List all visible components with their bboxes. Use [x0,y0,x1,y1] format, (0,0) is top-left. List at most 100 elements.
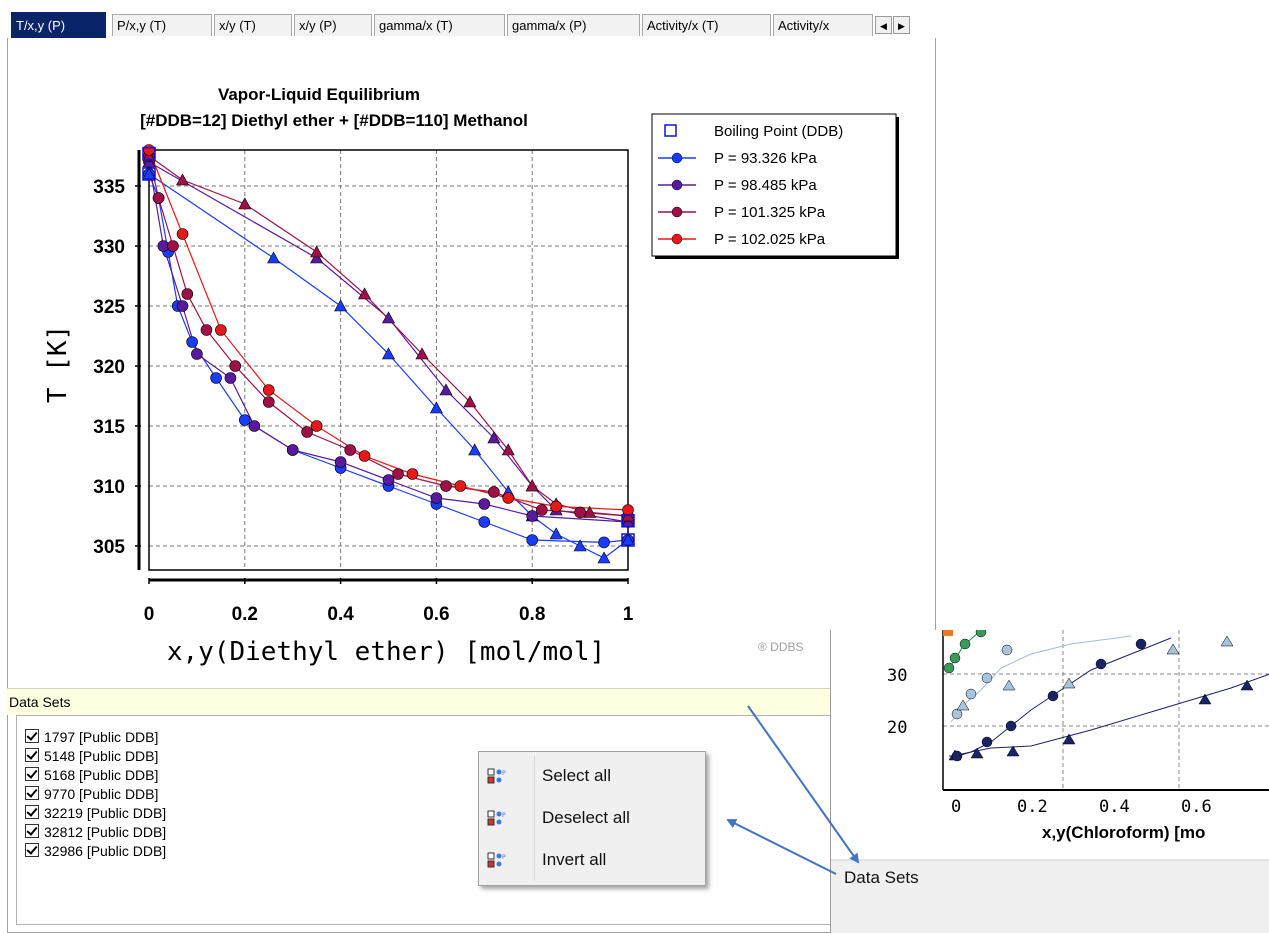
liquid-point [454,480,467,492]
tab-pxy-t[interactable]: P/x,y (T) [112,14,212,36]
dataset-item[interactable]: 32986 [Public DDB] [25,842,166,861]
svg-text:P: P [502,854,506,861]
menu-invert-all-label: Invert all [542,850,607,869]
inset-chart: 30 20 0 0.2 0.4 0.6 x,y(Chloroform) [mo [831,630,1269,861]
tab-gamma-p[interactable]: gamma/x (P) [507,14,640,36]
inset-zoom: 30 20 0 0.2 0.4 0.6 x,y(Chloroform) [mo [830,630,1269,933]
inset-xtick-label: 0.6 [1181,797,1212,817]
liquid-point [210,372,222,384]
liquid-point [191,348,203,360]
liquid-point [176,300,189,312]
dataset-checkbox[interactable] [25,805,39,819]
boiling-point-marker [621,533,635,547]
liquid-point [430,492,443,504]
liquid-point [406,468,419,480]
liquid-point [181,288,194,300]
menu-separator [534,756,535,881]
tab-xy-t[interactable]: x/y (T) [214,14,292,36]
legend-label: P = 98.485 kPa [714,177,817,194]
liquid-point [622,504,634,516]
boiling-point-marker [142,146,156,161]
dataset-item[interactable]: 32219 [Public DDB] [25,804,166,823]
legend-label: Boiling Point (DDB) [714,123,843,140]
dataset-checkbox[interactable] [25,729,39,743]
boiling-point-marker [621,514,635,528]
legend-marker [671,152,683,164]
boiling-point-marker [142,167,156,181]
series-line-vapor [148,161,629,523]
tab-txy-p[interactable]: T/x,y (P) [11,12,106,38]
svg-text:P: P [502,770,506,777]
x-tick-label: 0.4 [327,604,354,625]
tab-activity-p[interactable]: Activity/x [773,14,873,36]
dataset-item[interactable]: 1797 [Public DDB] [25,728,158,747]
dataset-checkbox[interactable] [25,824,39,838]
liquid-point [262,384,275,396]
dataset-label: 1797 [Public DDB] [44,729,159,745]
vapor-point [142,167,156,180]
dataset-checkbox[interactable] [25,786,39,800]
menu-invert-all[interactable]: P Invert all [479,844,705,876]
menu-deselect-all[interactable]: P Deselect all [479,802,705,834]
tab-scroll-right-button[interactable]: ▶ [893,16,910,34]
liquid-point [248,420,261,432]
liquid-point [152,192,165,204]
tab-xy-p[interactable]: x/y (P) [294,14,372,36]
dataset-item[interactable]: 32812 [Public DDB] [25,823,166,842]
liquid-point [186,336,198,348]
chart-subtitle: [#DDB=12] Diethyl ether + [#DDB=110] Met… [140,111,528,130]
dataset-item[interactable]: 9770 [Public DDB] [25,785,158,804]
dataset-label: 32986 [Public DDB] [44,843,167,859]
x-tick-label: 0 [144,604,155,625]
x-tick-label: 0.6 [423,604,449,625]
vapor-point [176,173,190,186]
vapor-point [597,551,611,564]
liquid-point [224,372,237,384]
series-line-vapor [148,155,629,517]
dataset-checkbox[interactable] [25,748,39,762]
liquid-point [478,516,491,528]
liquid-point [239,414,251,426]
series-line-liquid [148,161,629,523]
deselect-all-icon: P [487,810,506,826]
series-layer [142,144,635,564]
tab-gamma-t[interactable]: gamma/x (T) [374,14,505,36]
liquid-point [550,500,562,513]
y-tick-label: 310 [93,477,125,498]
x-axis-label: x,y(Diethyl ether) [mol/mol] [167,637,605,667]
dataset-item[interactable]: 5148 [Public DDB] [25,747,158,766]
menu-select-all-label: Select all [542,766,611,785]
liquid-point [488,486,500,498]
vapor-point [468,443,482,456]
liquid-point [535,504,548,516]
y-tick-label: 335 [93,177,125,198]
tab-scroll-left-button[interactable]: ◀ [875,16,892,34]
dataset-checkbox[interactable] [25,767,39,781]
inset-ytick-label: 30 [887,666,907,686]
legend-marker [664,124,677,137]
tab-activity-t[interactable]: Activity/x (T) [642,14,771,36]
liquid-point [502,492,515,504]
ddbst-watermark: ® DDBS [758,640,804,654]
y-axis-label: T [K] [43,325,73,403]
vapor-point [381,347,396,360]
datasets-context-menu: P Select all P Deselect all P Invert all [478,751,706,886]
dataset-checkbox[interactable] [25,843,39,857]
inset-xtick-label: 0.4 [1099,797,1130,817]
liquid-point [200,324,213,336]
menu-select-all[interactable]: P Select all [479,760,705,792]
vapor-point [310,251,324,264]
vapor-point [238,197,252,210]
dataset-item[interactable]: 5168 [Public DDB] [25,766,158,785]
liquid-point [382,474,395,486]
liquid-point [344,444,356,456]
liquid-point [358,450,371,462]
liquid-point [478,498,491,510]
vapor-point [358,287,372,300]
vapor-point [583,505,597,518]
liquid-point [143,144,155,156]
inset-datasets-label: Data Sets [844,868,919,887]
vapor-point [381,311,396,324]
x-tick-label: 0.2 [232,604,258,625]
dataset-label: 5168 [Public DDB] [44,767,159,783]
